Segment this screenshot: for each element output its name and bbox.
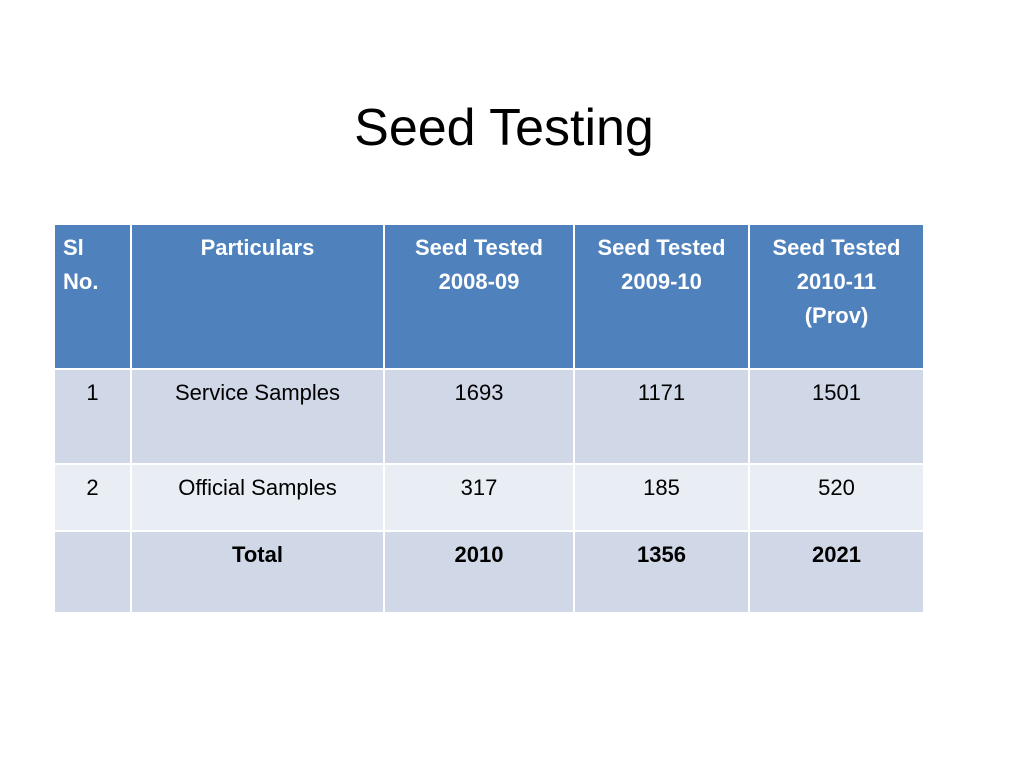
header-sl-no-line1: Sl [63, 235, 84, 260]
header-2010-11-line3: (Prov) [804, 303, 869, 328]
header-sl-no: Sl No. [53, 223, 132, 370]
cell-particulars: Official Samples [130, 463, 385, 532]
total-sl-no [53, 530, 132, 614]
slide-title: Seed Testing [354, 99, 654, 157]
header-2008-09: Seed Tested 2008-09 [383, 223, 575, 370]
total-2010-11: 2021 [748, 530, 925, 614]
table-header-row: Sl No. Particulars Seed Tested 2008-09 S… [53, 223, 925, 370]
total-2008-09: 2010 [383, 530, 575, 614]
header-2010-11: Seed Tested 2010-11 (Prov) [748, 223, 925, 370]
cell-2010-11: 520 [748, 463, 925, 532]
table-row: 2 Official Samples 317 185 520 [53, 463, 925, 532]
header-2010-11-line2: 2010-11 [796, 269, 877, 294]
table-row: 1 Service Samples 1693 1171 1501 [53, 368, 925, 465]
cell-2009-10: 1171 [573, 368, 750, 465]
table-total-row: Total 2010 1356 2021 [53, 530, 925, 614]
cell-particulars: Service Samples [130, 368, 385, 465]
cell-2008-09: 1693 [383, 368, 575, 465]
total-label: Total [130, 530, 385, 614]
seed-testing-table: Sl No. Particulars Seed Tested 2008-09 S… [53, 223, 925, 614]
header-2009-10: Seed Tested 2009-10 [573, 223, 750, 370]
cell-2008-09: 317 [383, 463, 575, 532]
header-2009-10-line1: Seed Tested [597, 235, 726, 260]
header-2009-10-line2: 2009-10 [621, 269, 702, 294]
total-2009-10: 1356 [573, 530, 750, 614]
cell-2010-11: 1501 [748, 368, 925, 465]
cell-sl-no: 2 [53, 463, 132, 532]
header-2008-09-line1: Seed Tested [415, 235, 543, 260]
header-sl-no-line2: No. [63, 269, 99, 294]
header-2008-09-line2: 2008-09 [438, 269, 520, 294]
header-2010-11-line1: Seed Tested [772, 235, 901, 260]
cell-sl-no: 1 [53, 368, 132, 465]
header-particulars: Particulars [130, 223, 385, 370]
cell-2009-10: 185 [573, 463, 750, 532]
